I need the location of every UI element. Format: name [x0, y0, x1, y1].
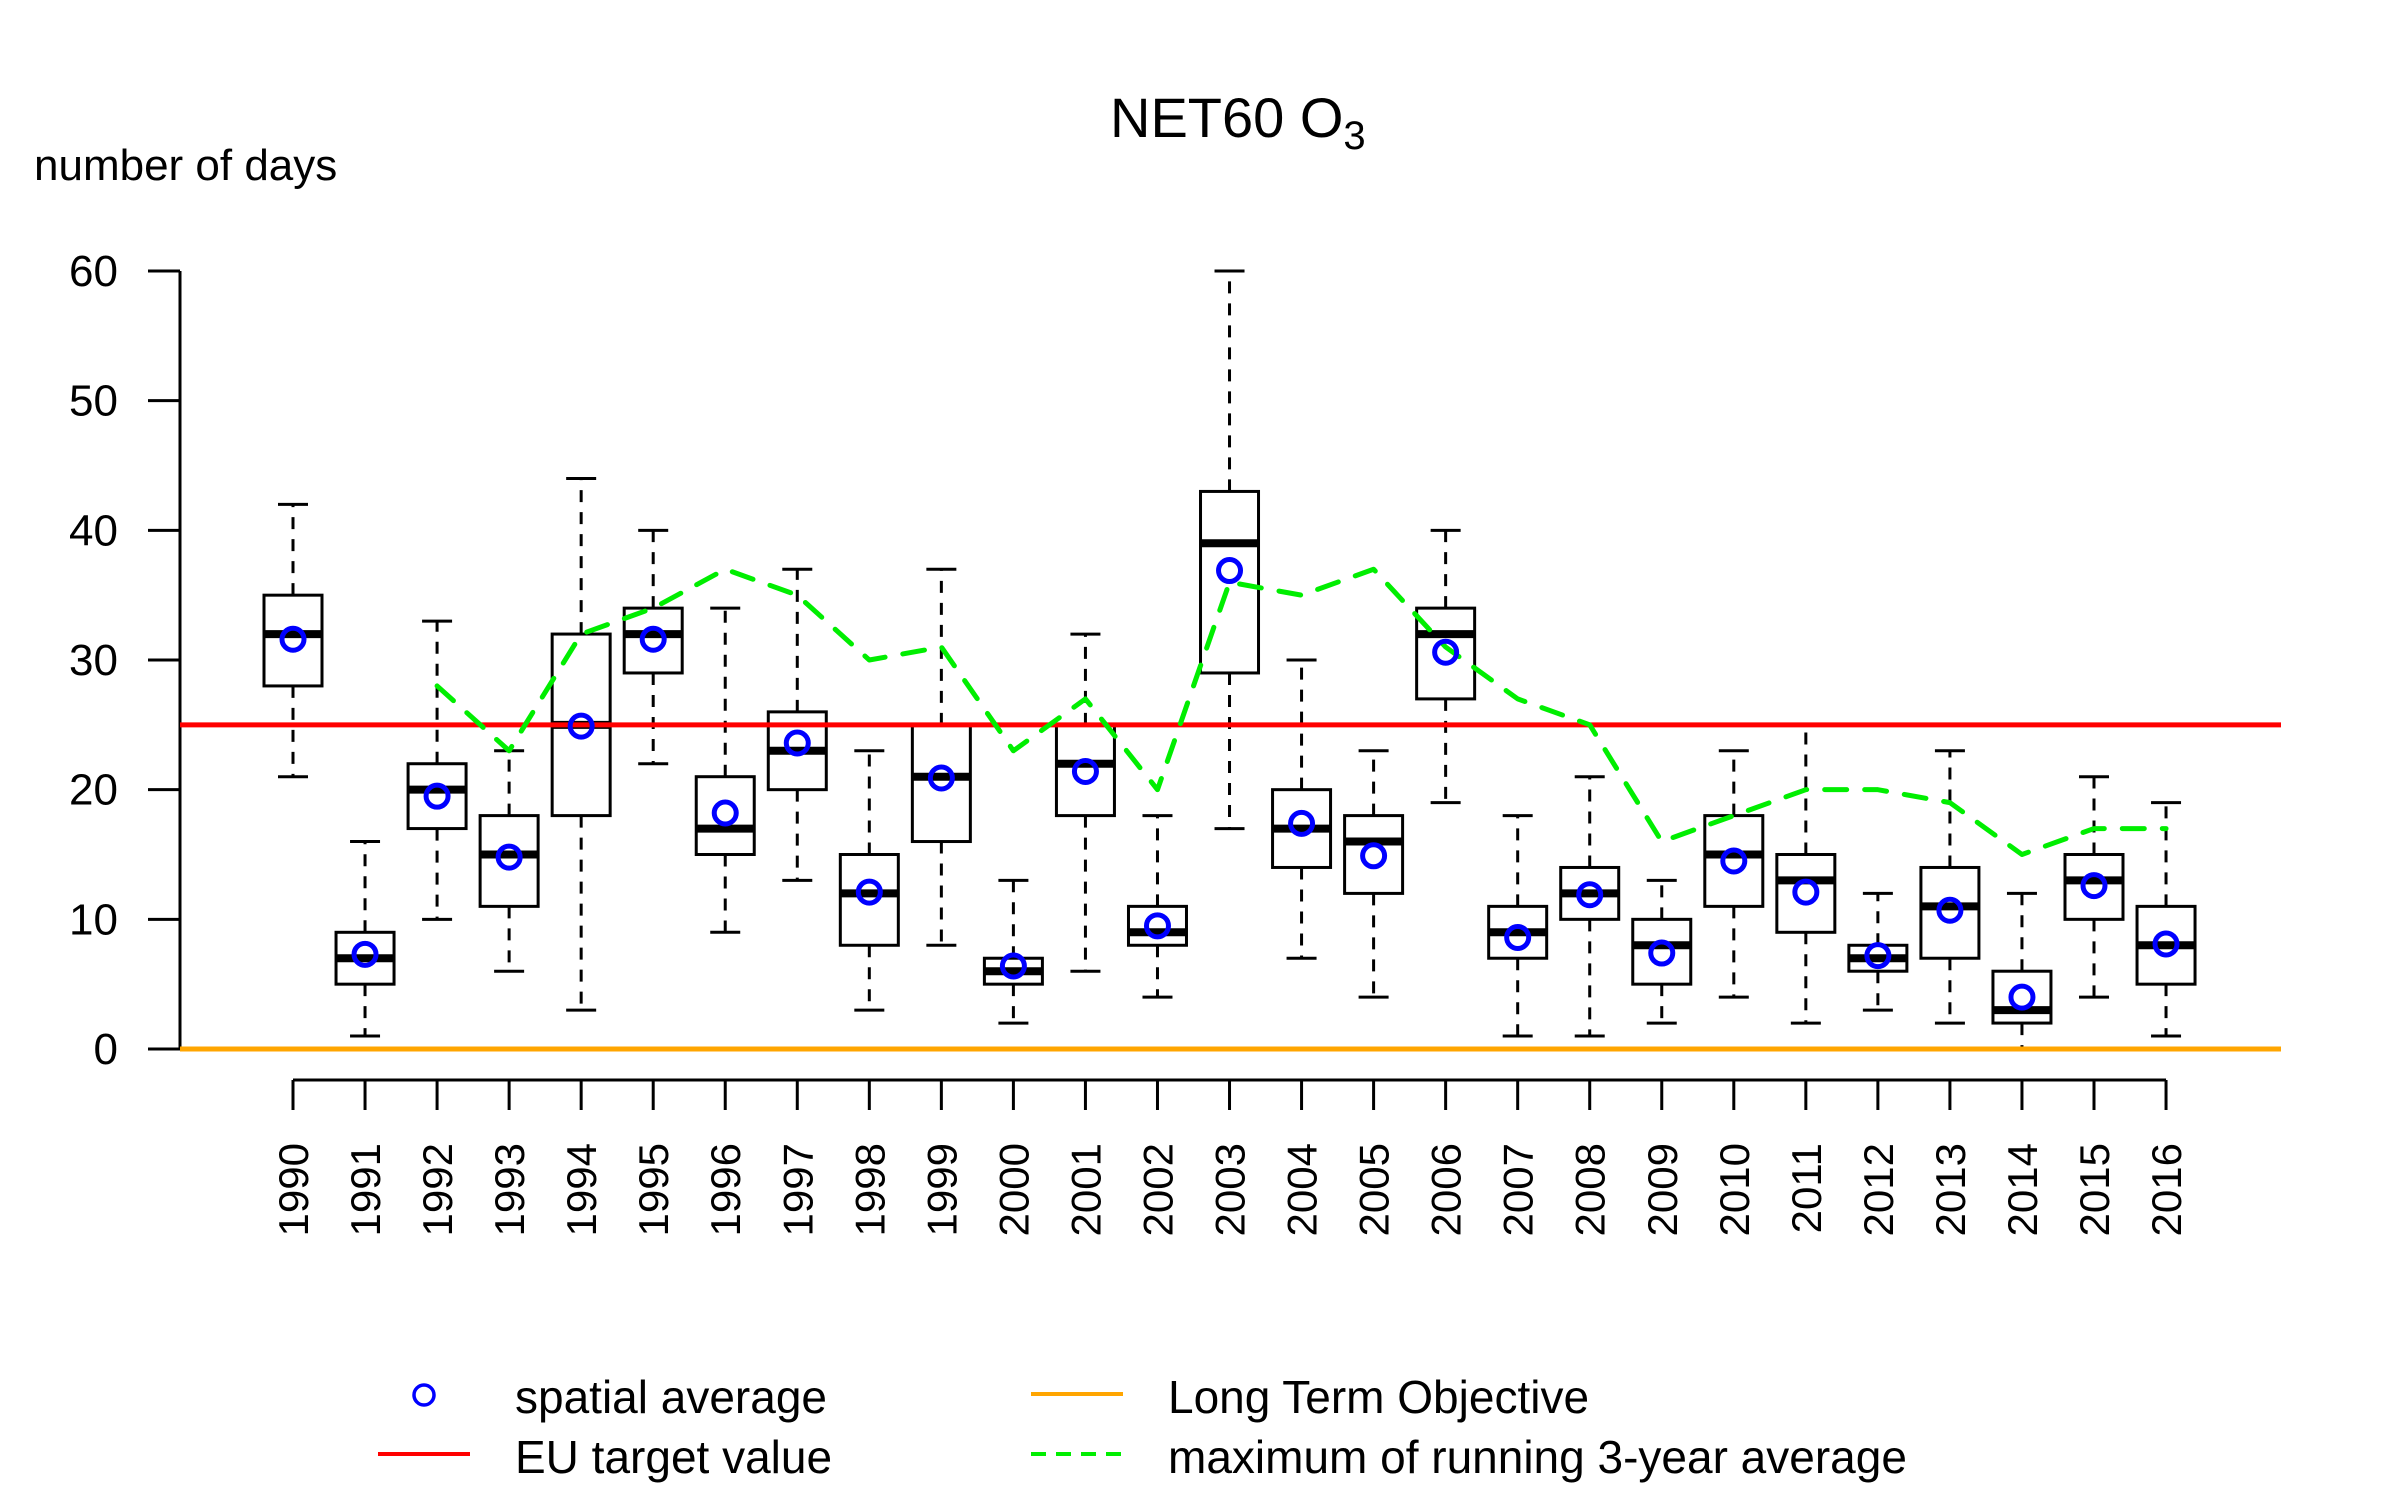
x-tick-label: 1993	[486, 1143, 533, 1236]
box-iqr	[1919, 865, 1981, 960]
box-iqr	[1343, 814, 1405, 895]
y-axis-label: number of days	[34, 141, 337, 190]
y-tick-label: 60	[69, 247, 118, 296]
y-tick-label: 10	[69, 895, 118, 944]
box-iqr	[694, 775, 756, 857]
spatial-average-point	[495, 843, 523, 871]
box-iqr	[2063, 853, 2125, 921]
box-iqr	[910, 723, 972, 844]
box-iqr	[1415, 606, 1477, 701]
spatial-average-point	[351, 940, 379, 968]
x-axis: 1990 1991 1992 1993 1994 1995 1996 1997 1998 1999…	[270, 1078, 2190, 1236]
spatial-average-point	[1576, 881, 1604, 909]
spatial-average-point	[1792, 878, 1820, 906]
legend: spatial average Long Term Objective EU t…	[378, 1371, 1907, 1483]
x-tick-label: 1994	[558, 1143, 605, 1236]
spatial-average-point	[639, 625, 667, 653]
box-iqr	[622, 606, 684, 675]
x-tick-label: 2002	[1134, 1143, 1181, 1236]
box-iqr	[1126, 904, 1188, 947]
legend-symbol-spatial-average	[412, 1383, 436, 1407]
x-tick-label: 1992	[414, 1143, 461, 1236]
legend-label-long-term-objective: Long Term Objective	[1168, 1371, 1589, 1423]
x-tick-label: 1990	[270, 1143, 317, 1236]
y-axis: 0 10 20 30 40 50 60	[69, 247, 182, 1074]
spatial-average-point	[1864, 942, 1892, 970]
x-tick-label: 2000	[990, 1143, 1037, 1236]
box-iqr	[406, 762, 468, 831]
x-tick-label: 2009	[1639, 1143, 1686, 1236]
spatial-average-point	[855, 878, 883, 906]
legend-label-running-average: maximum of running 3-year average	[1168, 1431, 1907, 1483]
box-iqr	[1991, 969, 2053, 1025]
x-tick-label: 1998	[846, 1143, 893, 1236]
x-tick-label: 1997	[774, 1143, 821, 1236]
spatial-average-layer	[279, 557, 2180, 1011]
x-tick-label: 2003	[1207, 1143, 1254, 1236]
x-tick-label: 2015	[2071, 1143, 2118, 1236]
spatial-average-point	[1936, 896, 1964, 924]
spatial-average-point	[2008, 983, 2036, 1011]
x-tick-label: 2007	[1495, 1143, 1542, 1236]
x-tick-label: 1996	[702, 1143, 749, 1236]
x-tick-label: 2006	[1423, 1143, 1470, 1236]
running-average-line	[434, 566, 2169, 857]
x-tick-label: 2011	[1783, 1143, 1830, 1233]
legend-label-spatial-average: spatial average	[515, 1371, 827, 1423]
box-iqr	[1631, 917, 1693, 986]
running-average-layer	[434, 566, 2169, 857]
spatial-average-point	[1216, 557, 1244, 585]
spatial-average-point	[783, 729, 811, 757]
spatial-average-point	[423, 782, 451, 810]
spatial-average-point	[1504, 923, 1532, 951]
x-tick-label: 2004	[1279, 1143, 1326, 1236]
x-tick-label: 2010	[1711, 1143, 1758, 1236]
spatial-average-point	[567, 712, 595, 740]
box-iqr	[478, 814, 540, 908]
y-tick-label: 0	[94, 1025, 118, 1074]
spatial-average-point	[1071, 758, 1099, 786]
x-tick-label: 2005	[1351, 1143, 1398, 1236]
y-tick-label: 40	[69, 506, 118, 555]
spatial-average-point	[279, 625, 307, 653]
x-tick-label: 1999	[918, 1143, 965, 1236]
x-tick-label: 2014	[1999, 1143, 2046, 1236]
whiskers-layer	[278, 269, 2182, 1051]
spatial-average-point	[999, 952, 1027, 980]
x-tick-label: 2001	[1062, 1143, 1109, 1236]
spatial-average-point	[1143, 912, 1171, 940]
x-tick-label: 1995	[630, 1143, 677, 1236]
chart-title: NET60 O3	[1110, 86, 1366, 158]
x-tick-label: 2013	[1927, 1143, 1974, 1236]
spatial-average-point	[1360, 842, 1388, 870]
spatial-average-point	[1432, 638, 1460, 666]
box-iqr	[1775, 853, 1837, 934]
spatial-average-point	[2080, 872, 2108, 900]
x-tick-label: 2012	[1855, 1143, 1902, 1236]
y-tick-label: 20	[69, 766, 118, 815]
box-iqr	[1054, 723, 1116, 818]
chart-title-subscript: 3	[1343, 114, 1365, 158]
box-iqr	[262, 593, 324, 688]
chart-title-main: NET60 O	[1110, 86, 1343, 149]
reference-lines-layer	[180, 722, 2281, 1052]
x-tick-label: 2008	[1567, 1143, 1614, 1236]
spatial-average-point	[927, 764, 955, 792]
x-tick-label: 2016	[2143, 1143, 2190, 1236]
spatial-average-point	[1720, 847, 1748, 875]
spatial-average-point	[1288, 809, 1316, 837]
box-iqr	[838, 853, 900, 947]
y-tick-label: 30	[69, 636, 118, 685]
legend-label-eu-target-value: EU target value	[515, 1431, 832, 1483]
y-tick-label: 50	[69, 377, 118, 426]
box-iqr	[1703, 814, 1765, 908]
boxes-layer	[262, 489, 2197, 1025]
spatial-average-point	[1648, 939, 1676, 967]
spatial-average-point	[2152, 930, 2180, 958]
x-tick-label: 1991	[342, 1143, 389, 1236]
spatial-average-point	[711, 799, 739, 827]
